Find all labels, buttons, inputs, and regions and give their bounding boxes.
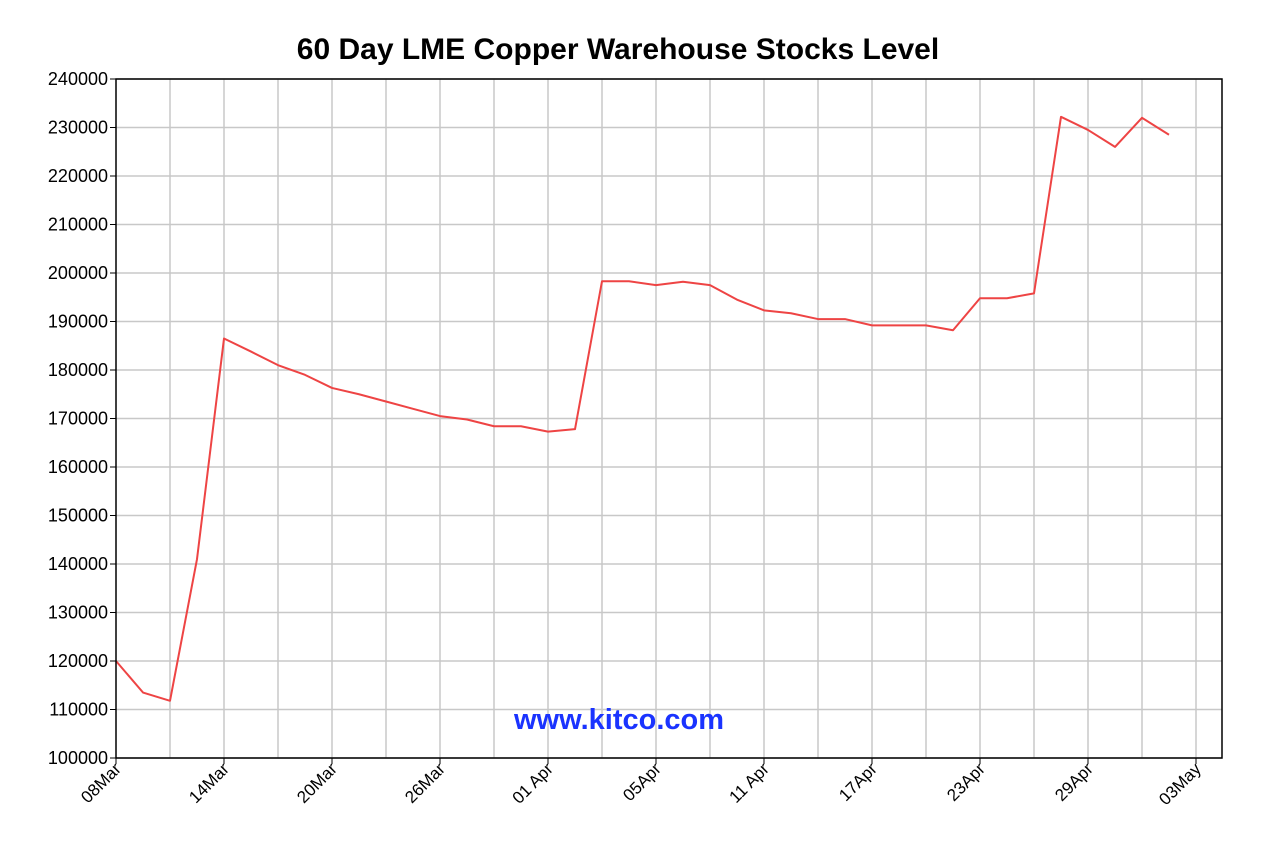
y-axis-ticks: 100000 110000 120000 130000 140000 150000 1600…	[48, 69, 116, 768]
series-group	[115, 115, 1170, 702]
y-tick-label: 120000	[48, 651, 108, 671]
x-tick-label: 11 Apr	[726, 759, 774, 807]
y-tick-label: 160000	[48, 457, 108, 477]
chart-title: 60 Day LME Copper Warehouse Stocks Level	[296, 33, 940, 66]
x-tick-label: 01 Apr	[509, 759, 557, 807]
x-tick-label: 05Apr	[619, 759, 665, 805]
x-tick-label: 17Apr	[835, 759, 881, 805]
y-tick-label: 100000	[48, 748, 108, 768]
y-tick-label: 240000	[48, 69, 108, 89]
series-line	[115, 115, 1170, 702]
plot-frame	[115, 78, 1223, 759]
x-tick-label: 29Apr	[1051, 759, 1097, 805]
y-tick-label: 210000	[48, 215, 108, 235]
y-tick-label: 190000	[48, 312, 108, 332]
x-tick-label: 23Apr	[943, 759, 989, 805]
y-tick-label: 230000	[48, 118, 108, 138]
x-axis-ticks: 08Mar 14Mar 20Mar 26Mar 01 Apr 05Apr 11 Apr 17A…	[77, 758, 1205, 809]
x-tick-label: 14Mar	[185, 759, 233, 807]
x-tick-label: 03May	[1155, 759, 1205, 809]
watermark: www.kitco.com	[513, 704, 724, 736]
y-tick-label: 220000	[48, 166, 108, 186]
y-tick-label: 200000	[48, 263, 108, 283]
x-tick-label: 26Mar	[401, 759, 449, 807]
y-tick-label: 170000	[48, 409, 108, 429]
y-tick-label: 140000	[48, 554, 108, 574]
y-tick-label: 150000	[48, 506, 108, 526]
y-tick-label: 130000	[48, 603, 108, 623]
y-tick-label: 110000	[49, 700, 108, 720]
y-tick-label: 180000	[48, 360, 108, 380]
grid	[116, 78, 1222, 759]
x-tick-label: 20Mar	[293, 759, 341, 807]
